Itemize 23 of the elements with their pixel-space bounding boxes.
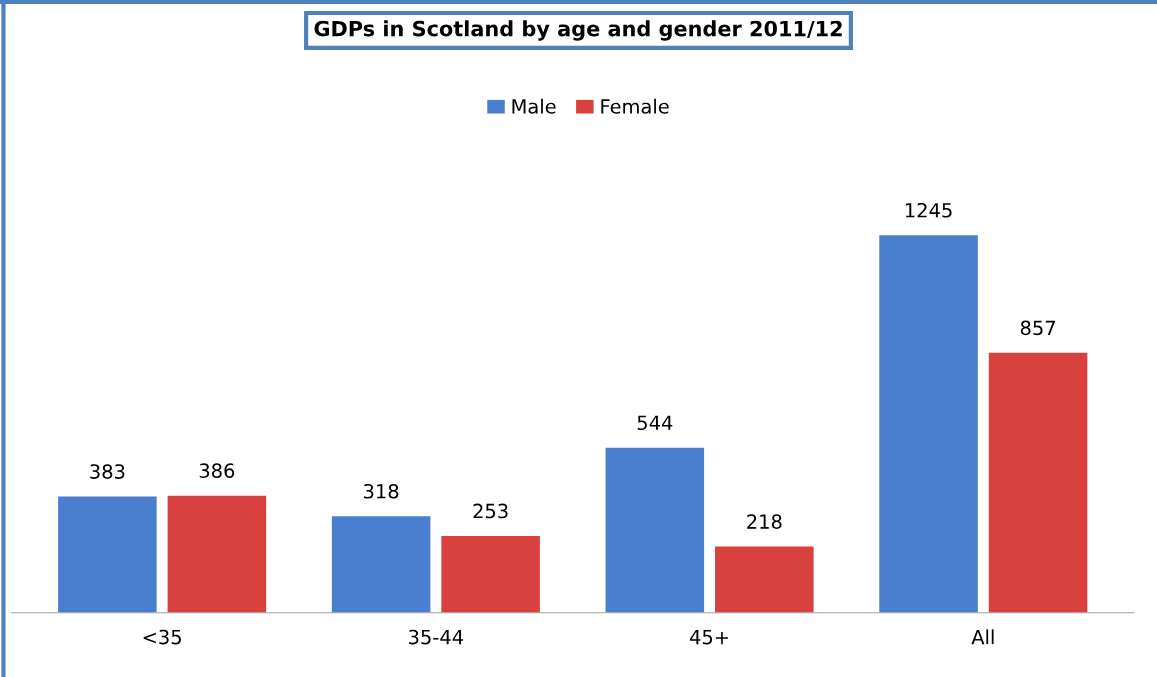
data-label: 544 <box>637 415 673 431</box>
legend-label: Female <box>601 98 669 114</box>
bar <box>331 516 431 613</box>
data-label: 857 <box>1020 320 1055 336</box>
bar <box>441 535 540 613</box>
x-tick-label: 35-44 <box>409 629 464 645</box>
data-label: 383 <box>90 464 125 479</box>
data-label: 386 <box>199 463 235 479</box>
chart-title: GDPs in Scotland by age and gender 2011/12 <box>314 20 842 41</box>
data-label: 318 <box>364 483 399 499</box>
x-tick-label: 45+ <box>690 629 729 645</box>
data-label: 218 <box>747 514 782 529</box>
data-label: 1245 <box>905 202 952 218</box>
data-label: 253 <box>473 503 508 519</box>
bar <box>167 495 267 613</box>
bar <box>715 546 814 613</box>
bar <box>988 352 1088 613</box>
x-tick-label: All <box>971 629 994 645</box>
bar <box>605 447 705 613</box>
bar <box>58 496 157 613</box>
legend-label: Male <box>512 98 556 114</box>
x-tick-label: <35 <box>143 629 181 645</box>
bar <box>879 235 978 613</box>
